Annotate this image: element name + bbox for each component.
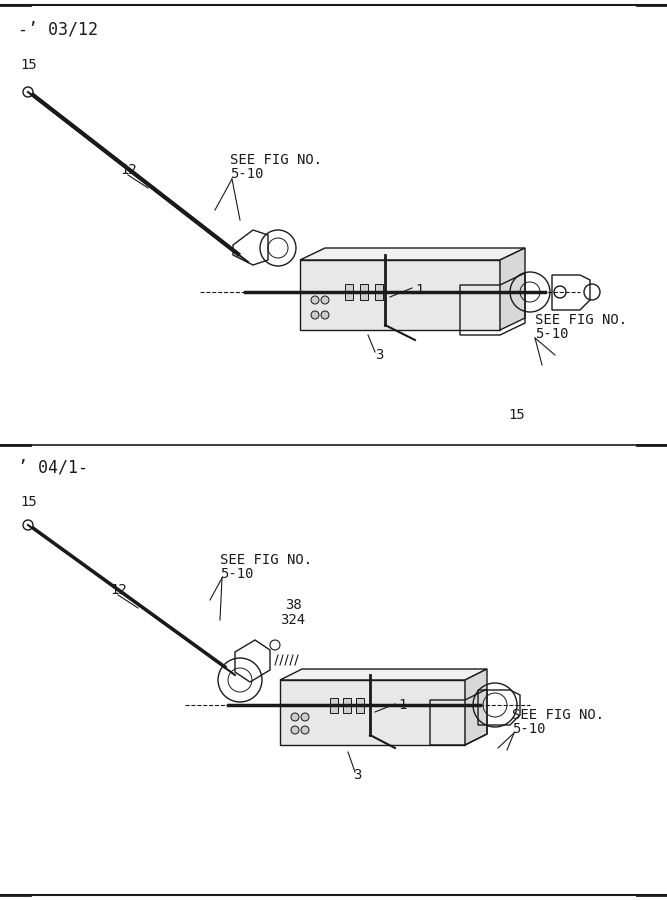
Circle shape xyxy=(321,311,329,319)
Text: 15: 15 xyxy=(20,58,37,72)
Text: 15: 15 xyxy=(508,408,525,422)
Text: 1: 1 xyxy=(415,283,424,297)
Text: SEE FIG NO.: SEE FIG NO. xyxy=(220,553,312,567)
Text: 3: 3 xyxy=(353,768,362,782)
Text: SEE FIG NO.: SEE FIG NO. xyxy=(512,708,604,722)
Bar xyxy=(360,284,368,300)
Text: 12: 12 xyxy=(110,583,127,597)
Polygon shape xyxy=(300,260,500,330)
Bar xyxy=(375,284,383,300)
Polygon shape xyxy=(280,680,465,745)
Circle shape xyxy=(291,726,299,734)
Text: SEE FIG NO.: SEE FIG NO. xyxy=(230,153,322,167)
Polygon shape xyxy=(465,669,487,745)
Text: 3: 3 xyxy=(375,348,384,362)
Text: -’ 03/12: -’ 03/12 xyxy=(18,21,98,39)
Bar xyxy=(343,698,351,713)
Circle shape xyxy=(301,713,309,721)
Circle shape xyxy=(321,296,329,304)
Text: ’ 04/1-: ’ 04/1- xyxy=(18,459,88,477)
Circle shape xyxy=(311,311,319,319)
Bar xyxy=(356,698,364,713)
Text: 5-10: 5-10 xyxy=(230,167,263,181)
Text: 12: 12 xyxy=(120,163,137,177)
Polygon shape xyxy=(500,248,525,330)
Bar xyxy=(345,284,353,300)
Text: 38: 38 xyxy=(285,598,301,612)
Polygon shape xyxy=(280,669,487,680)
Polygon shape xyxy=(300,248,525,260)
Text: 5-10: 5-10 xyxy=(535,327,568,341)
Text: 324: 324 xyxy=(280,613,305,627)
Circle shape xyxy=(301,726,309,734)
Text: SEE FIG NO.: SEE FIG NO. xyxy=(535,313,627,327)
Text: 5-10: 5-10 xyxy=(220,567,253,581)
Circle shape xyxy=(311,296,319,304)
Bar xyxy=(330,698,338,713)
Text: 15: 15 xyxy=(20,495,37,509)
Text: 1: 1 xyxy=(398,698,406,712)
Circle shape xyxy=(291,713,299,721)
Text: 5-10: 5-10 xyxy=(512,722,546,736)
